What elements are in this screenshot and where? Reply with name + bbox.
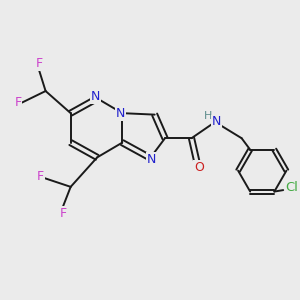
Text: F: F — [36, 57, 43, 70]
Text: O: O — [194, 161, 204, 174]
Text: Cl: Cl — [286, 181, 298, 194]
Text: F: F — [14, 96, 22, 109]
Text: H: H — [203, 110, 212, 121]
Text: N: N — [116, 107, 125, 120]
Text: F: F — [37, 170, 44, 183]
Text: N: N — [147, 153, 156, 166]
Text: N: N — [91, 90, 100, 104]
Text: F: F — [60, 207, 67, 220]
Text: N: N — [212, 116, 221, 128]
